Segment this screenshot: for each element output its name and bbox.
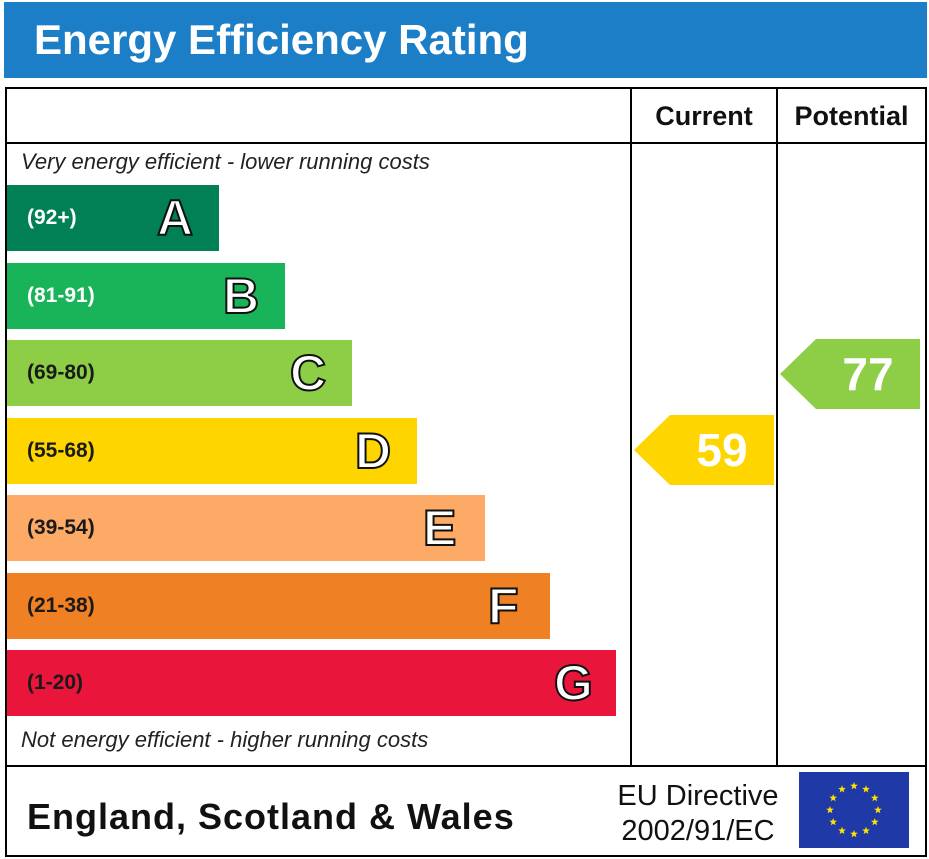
rating-frame: Current Potential Very energy efficient … bbox=[5, 87, 927, 857]
eu-star-icon bbox=[862, 785, 870, 793]
eu-star-icon bbox=[838, 826, 846, 835]
column-current-header: Current bbox=[655, 101, 753, 131]
arrow-potential-value: 77 bbox=[842, 348, 894, 400]
page-title: Energy Efficiency Rating bbox=[34, 16, 529, 63]
eu-star-icon bbox=[862, 826, 870, 835]
column-potential-header: Potential bbox=[794, 101, 909, 131]
divider-current bbox=[630, 89, 632, 767]
band-range-label: (21-38) bbox=[27, 594, 95, 617]
arrow-shape bbox=[780, 339, 920, 409]
band-letter-label: B bbox=[222, 267, 260, 325]
band-letter-label: F bbox=[487, 577, 520, 635]
eu-star-icon bbox=[850, 830, 858, 838]
eu-star-icon bbox=[850, 782, 858, 790]
eu-flag-icon bbox=[799, 772, 909, 848]
footer-directive: EU Directive 2002/91/EC bbox=[603, 779, 793, 849]
footer-region: England, Scotland & Wales bbox=[27, 796, 515, 837]
eu-star-icon bbox=[870, 818, 879, 826]
band-b: (81-91) B bbox=[7, 263, 285, 329]
band-range-label: (39-54) bbox=[27, 516, 95, 539]
eu-star-icon bbox=[874, 806, 882, 814]
band-e: (39-54) E bbox=[7, 495, 485, 561]
band-d: (55-68) D bbox=[7, 418, 417, 484]
directive-line-1: EU Directive bbox=[617, 780, 779, 812]
eu-star-icon bbox=[838, 785, 846, 793]
band-range-label: (69-80) bbox=[27, 361, 95, 384]
eu-star-icon bbox=[829, 794, 838, 802]
divider-potential bbox=[776, 89, 778, 767]
arrow-current-shape bbox=[634, 415, 774, 485]
band-letter-label: G bbox=[553, 654, 594, 712]
eu-star-icon bbox=[829, 818, 838, 826]
arrow-shape bbox=[634, 415, 774, 485]
arrow-current: 59 bbox=[634, 415, 774, 485]
note-inefficient: Not energy efficient - higher running co… bbox=[21, 727, 429, 752]
band-a: (92+) A bbox=[7, 185, 219, 251]
band-letter-label: E bbox=[422, 499, 457, 557]
band-letter-label: A bbox=[156, 189, 194, 247]
note-efficient: Very energy efficient - lower running co… bbox=[21, 149, 430, 174]
arrow-potential-shape bbox=[780, 339, 920, 409]
arrow-potential: 77 bbox=[780, 339, 920, 409]
arrow-current-value: 59 bbox=[696, 424, 748, 476]
band-range-label: (55-68) bbox=[27, 439, 95, 462]
band-range-label: (92+) bbox=[27, 206, 77, 229]
eu-star-icon bbox=[870, 794, 879, 802]
directive-line-2: 2002/91/EC bbox=[621, 815, 775, 847]
band-letter-label: C bbox=[289, 344, 327, 402]
header-divider bbox=[7, 142, 925, 144]
eu-star-icon bbox=[826, 806, 834, 814]
band-c: (69-80) C bbox=[7, 340, 352, 406]
band-range-label: (1-20) bbox=[27, 671, 84, 694]
band-g: (1-20) G bbox=[7, 650, 616, 716]
band-f: (21-38) F bbox=[7, 573, 550, 639]
footer-divider bbox=[7, 765, 925, 767]
band-letter-label: D bbox=[354, 422, 392, 480]
band-range-label: (81-91) bbox=[27, 284, 95, 307]
header-bar: Energy Efficiency Rating bbox=[4, 2, 927, 78]
